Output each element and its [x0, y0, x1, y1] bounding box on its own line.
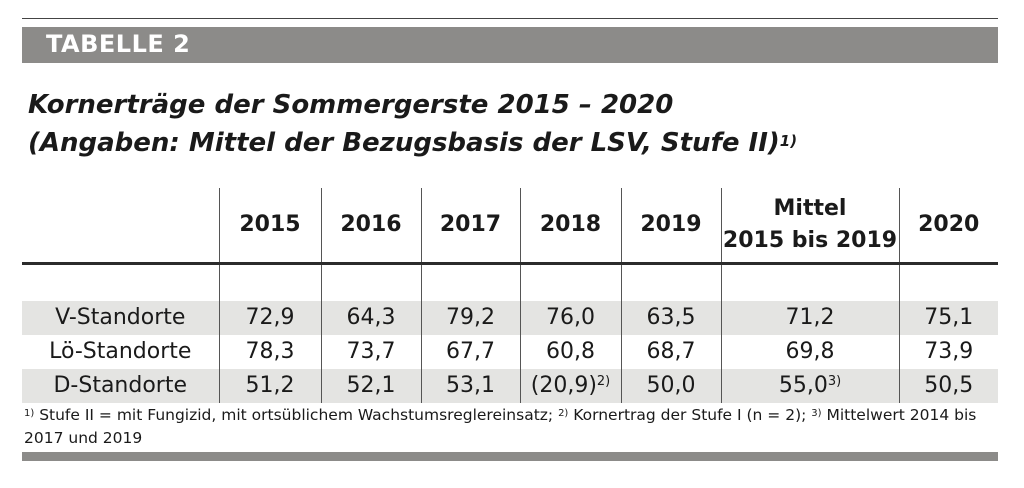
header-cell-2018: 2018	[519, 188, 621, 265]
header-mittel-line-2: 2015 bis 2019	[722, 228, 898, 253]
table-cell: 53,1	[420, 369, 520, 403]
table-cell: 73,7	[320, 335, 421, 369]
table-title: Kornerträge der Sommergerste 2015 – 2020…	[28, 86, 988, 162]
footnote-3-marker: 3)	[811, 408, 822, 419]
table-cell: 55,03)	[720, 369, 899, 403]
cell-value: 68,7	[646, 339, 696, 364]
table-cell: 76,0	[519, 301, 621, 335]
table-cell: (20,9)2)	[519, 369, 621, 403]
table-cell: 64,3	[320, 301, 421, 335]
footnote-2-marker: 2)	[558, 408, 569, 419]
cell-value: 64,3	[346, 305, 396, 330]
cell-value: 78,3	[245, 339, 295, 364]
header-cell-mittel: Mittel 2015 bis 2019	[720, 188, 899, 265]
table-cell: 50,5	[898, 369, 998, 403]
row-label: D-Standorte	[22, 369, 219, 403]
footnote-2-text: Kornertrag der Stufe I (n = 2);	[568, 406, 812, 424]
table-cell: 60,8	[519, 335, 621, 369]
header-cell-2016: 2016	[320, 188, 421, 265]
table-cell: 51,2	[218, 369, 321, 403]
table-label-bar: TABELLE 2	[22, 27, 998, 63]
title-line-2: (Angaben: Mittel der Bezugsbasis der LSV…	[28, 124, 988, 162]
cell-value: 52,1	[346, 373, 396, 398]
cell-value: 53,1	[446, 373, 495, 398]
header-cell-2015: 2015	[218, 188, 321, 265]
row-label: Lö-Standorte	[49, 339, 192, 364]
cell-footnote-marker: 3)	[827, 374, 842, 389]
table-cell: 71,2	[720, 301, 899, 335]
top-rule	[22, 18, 998, 19]
cell-value: 71,2	[785, 305, 835, 330]
header-cell-2019: 2019	[620, 188, 721, 265]
row-label: V-Standorte	[22, 301, 219, 335]
table-row: Lö-Standorte 78,3 73,7 67,7 60,8 68,7 69,8 73,9	[22, 335, 998, 369]
cell-value: 51,2	[245, 373, 295, 398]
cell-footnote-marker: 2)	[596, 374, 611, 389]
cell-value: 50,5	[924, 373, 974, 398]
cell-value: 73,7	[346, 339, 396, 364]
header-cell-2020: 2020	[898, 188, 998, 265]
cell-value: (20,9)	[530, 373, 597, 398]
cell-value: 72,9	[245, 305, 295, 330]
footnote-1-marker: 1)	[24, 408, 35, 419]
header-cell-2017: 2017	[420, 188, 520, 265]
table-body: V-Standorte 72,9 64,3 79,2 76,0 63,5 71,2 75,1 L…	[22, 263, 998, 403]
table-row: V-Standorte 72,9 64,3 79,2 76,0 63,5 71,2 75,1	[22, 301, 998, 335]
cell-value: 76,0	[546, 305, 595, 330]
header-row: 2015 2016 2017 2018 2019 Mittel 2015 bis…	[22, 188, 998, 265]
footnotes: 1) Stufe II = mit Fungizid, mit ortsübli…	[24, 404, 1004, 450]
table-cell: 79,2	[420, 301, 520, 335]
title-footnote-marker: 1)	[779, 132, 798, 150]
footnote-3-text: Mittelwert 2014 bis 2017 und 2019	[24, 406, 977, 447]
table-cell: 50,0	[620, 369, 721, 403]
header-cell-empty	[22, 188, 219, 265]
footnote-1-text: Stufe II = mit Fungizid, mit ortsübliche…	[34, 406, 559, 424]
table-label: TABELLE 2	[46, 30, 191, 58]
table-cell: 63,5	[620, 301, 721, 335]
cell-value: 63,5	[646, 305, 696, 330]
cell-value: 55,0	[778, 373, 828, 398]
bottom-bar	[22, 452, 998, 461]
table-cell: 73,9	[898, 335, 998, 369]
cell-value: 69,8	[785, 339, 835, 364]
yield-table: 2015 2016 2017 2018 2019 Mittel 2015 bis…	[22, 188, 998, 403]
cell-value: 67,7	[446, 339, 495, 364]
header-mittel-line-1: Mittel	[773, 196, 847, 221]
title-line-2-text: (Angaben: Mittel der Bezugsbasis der LSV…	[28, 128, 780, 158]
table-cell: 68,7	[620, 335, 721, 369]
table-row: D-Standorte 51,2 52,1 53,1 (20,9)2) 50,0 55,03…	[22, 369, 998, 403]
cell-value: 60,8	[546, 339, 595, 364]
table-cell: 52,1	[320, 369, 421, 403]
cell-value: 75,1	[924, 305, 974, 330]
cell-value: 73,9	[924, 339, 974, 364]
table-cell: 78,3	[218, 335, 321, 369]
cell-value: 50,0	[646, 373, 696, 398]
table-cell: 67,7	[420, 335, 520, 369]
cell-value: 79,2	[446, 305, 495, 330]
table-cell: 75,1	[898, 301, 998, 335]
title-line-1: Kornerträge der Sommergerste 2015 – 2020	[28, 90, 674, 120]
table-cell: 69,8	[720, 335, 899, 369]
spacer-row	[22, 263, 998, 301]
table-cell: 72,9	[218, 301, 321, 335]
